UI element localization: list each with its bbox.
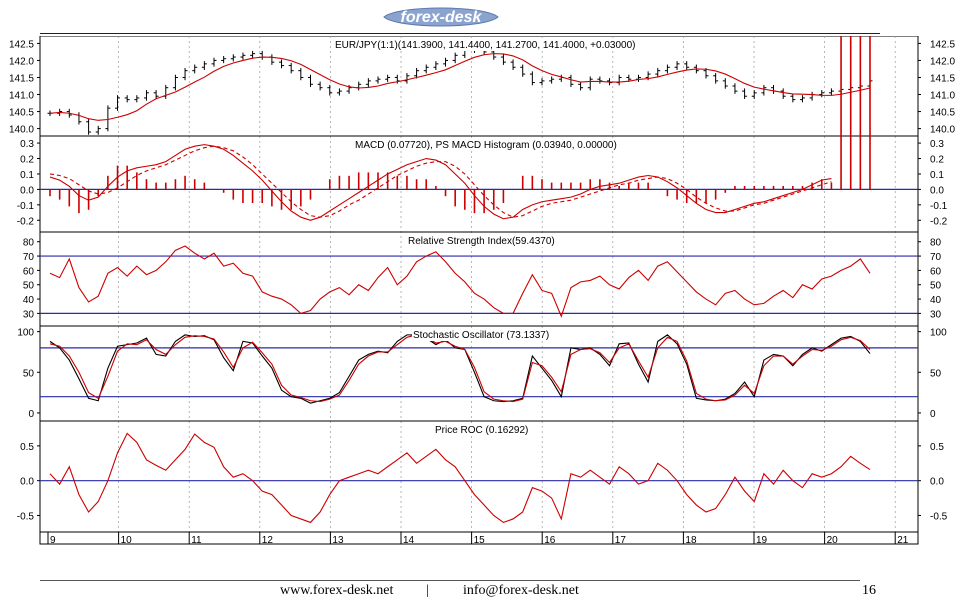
x-tick-label: 12 xyxy=(262,535,274,546)
stochastic-panel-title: Stochastic Oscillator (73.1337) xyxy=(413,330,549,341)
stochastic-d-line xyxy=(49,334,871,403)
rsi-panel-line xyxy=(49,245,871,318)
x-tick-label: 18 xyxy=(685,535,697,546)
title-backing xyxy=(412,330,551,341)
footer-email[interactable]: info@forex-desk.net xyxy=(463,583,579,598)
price-panel-ytick-left: 142.0 xyxy=(9,56,34,67)
rsi-panel-ytick-left: 40 xyxy=(23,295,35,306)
header-rule xyxy=(40,33,880,34)
price-panel-ytick-left: 140.0 xyxy=(9,125,34,136)
roc-panel-ytick-right: 0.5 xyxy=(930,442,944,453)
footer-website[interactable]: www.forex-desk.net xyxy=(280,583,394,598)
roc-panel-ytick-right: -0.5 xyxy=(930,511,948,522)
indicator-chart: 910111213141516171819202122232425142.514… xyxy=(0,36,960,548)
roc-panel-ytick-left: 0.5 xyxy=(20,442,34,453)
x-tick-label: 17 xyxy=(615,535,627,546)
title-backing xyxy=(434,425,530,436)
rsi-panel-ytick-left: 60 xyxy=(23,266,35,277)
macd-panel-ytick-right: 0.3 xyxy=(930,139,944,150)
macd-panel-ytick-left: 0.1 xyxy=(20,170,34,181)
title-backing xyxy=(354,140,618,151)
rsi-panel-ytick-left: 30 xyxy=(23,309,35,320)
macd-panel-ytick-right: -0.1 xyxy=(930,201,948,212)
footer-separator: | xyxy=(426,583,429,598)
price-panel-ytick-right: 141.5 xyxy=(930,73,955,84)
price-panel-ytick-right: 142.0 xyxy=(930,56,955,67)
rsi-panel-title: Relative Strength Index(59.4370) xyxy=(408,236,555,247)
macd-panel-ytick-left: 0.3 xyxy=(20,139,34,150)
x-tick-label: 21 xyxy=(897,535,909,546)
rsi-panel-ytick-right: 70 xyxy=(930,252,942,263)
macd-signal-line xyxy=(49,145,832,218)
page-number: 16 xyxy=(862,583,876,598)
x-tick-label: 16 xyxy=(544,535,556,546)
stochastic-panel-ytick-left: 50 xyxy=(23,368,35,379)
stochastic-panel-ytick-right: 0 xyxy=(930,409,936,420)
title-backing xyxy=(334,40,637,51)
price-panel-ytick-right: 140.5 xyxy=(930,108,955,119)
macd-panel-ytick-right: 0.2 xyxy=(930,155,944,166)
macd-panel-ytick-left: 0.2 xyxy=(20,155,34,166)
macd-panel-ytick-right: 0.0 xyxy=(930,185,944,196)
macd-panel-ytick-left: -0.2 xyxy=(17,216,35,227)
price-panel-ytick-left: 141.5 xyxy=(9,73,34,84)
x-tick-label: 13 xyxy=(332,535,344,546)
title-backing xyxy=(407,236,556,247)
price-panel-ytick-right: 141.0 xyxy=(930,91,955,102)
rsi-panel-ytick-right: 80 xyxy=(930,238,942,249)
logo-text: forex-desk xyxy=(401,9,483,26)
price-panel-ytick-left: 142.5 xyxy=(9,39,34,50)
x-tick-label: 9 xyxy=(50,535,56,546)
macd-panel-line xyxy=(49,144,832,221)
chart-frame xyxy=(39,36,919,545)
roc-panel-line xyxy=(49,432,871,524)
x-tick-label: 19 xyxy=(756,535,768,546)
price-panel-ytick-left: 140.5 xyxy=(9,108,34,119)
macd-panel-ytick-right: -0.2 xyxy=(930,216,948,227)
rsi-panel-ytick-left: 70 xyxy=(23,252,35,263)
x-tick-label: 11 xyxy=(191,535,202,546)
macd-panel-ytick-right: 0.1 xyxy=(930,170,944,181)
x-tick-label: 10 xyxy=(121,535,133,546)
footer: www.forex-desk.net | info@forex-desk.net… xyxy=(0,583,960,599)
rsi-panel-ytick-right: 40 xyxy=(930,295,942,306)
macd-panel-ytick-left: -0.1 xyxy=(17,201,35,212)
roc-panel-title: Price ROC (0.16292) xyxy=(435,425,528,436)
x-tick-label: 14 xyxy=(403,535,415,546)
rsi-panel-ytick-right: 30 xyxy=(930,309,942,320)
rsi-panel-ytick-right: 50 xyxy=(930,281,942,292)
price-panel-ytick-left: 141.0 xyxy=(9,91,34,102)
stochastic-panel-ytick-right: 100 xyxy=(930,328,947,339)
macd-panel-title: MACD (0.07720), PS MACD Histogram (0.039… xyxy=(355,140,617,151)
stochastic-k-line xyxy=(49,334,871,404)
stochastic-panel-ytick-left: 100 xyxy=(17,328,34,339)
x-tick-label: 20 xyxy=(827,535,839,546)
moving-average-line xyxy=(49,53,871,121)
footer-rule xyxy=(40,580,860,581)
rsi-panel-ytick-right: 60 xyxy=(930,266,942,277)
price-panel-ytick-right: 142.5 xyxy=(930,39,955,50)
roc-panel-ytick-left: 0.0 xyxy=(20,477,34,488)
rsi-panel-ytick-left: 50 xyxy=(23,281,35,292)
forex-desk-logo: forex-desk xyxy=(383,7,499,27)
macd-panel-ytick-left: 0.0 xyxy=(20,185,34,196)
stochastic-panel-ytick-left: 0 xyxy=(28,409,34,420)
price-panel-title: EUR/JPY(1:1)(141.3900, 141.4400, 141.270… xyxy=(335,40,636,51)
x-tick-label: 15 xyxy=(474,535,486,546)
price-panel-ytick-right: 140.0 xyxy=(930,125,955,136)
roc-panel-ytick-left: -0.5 xyxy=(17,511,35,522)
rsi-panel-ytick-left: 80 xyxy=(23,238,35,249)
roc-panel-ytick-right: 0.0 xyxy=(930,477,944,488)
stochastic-panel-ytick-right: 50 xyxy=(930,368,942,379)
